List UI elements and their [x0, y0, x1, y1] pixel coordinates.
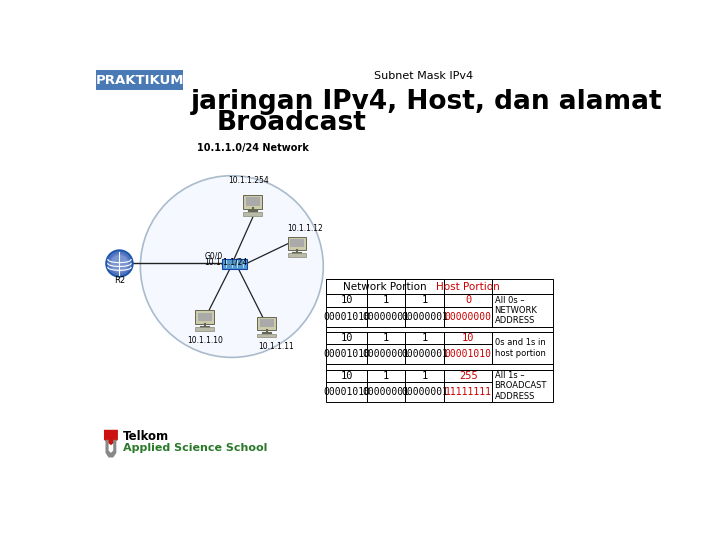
Text: jaringan IPv4, Host, dan alamat: jaringan IPv4, Host, dan alamat: [191, 89, 662, 115]
Text: 10.1.1.11: 10.1.1.11: [258, 342, 294, 351]
Text: 00001010: 00001010: [323, 312, 370, 322]
Text: 255: 255: [459, 371, 477, 381]
Text: Broadcast: Broadcast: [217, 110, 366, 136]
Text: 00000001: 00000001: [363, 349, 410, 359]
Text: 10.1.1.1/24: 10.1.1.1/24: [204, 258, 248, 266]
FancyBboxPatch shape: [290, 239, 304, 247]
FancyBboxPatch shape: [243, 195, 262, 209]
Text: 1: 1: [383, 333, 390, 343]
Text: 10.1.1.0/24 Network: 10.1.1.0/24 Network: [197, 143, 309, 153]
Polygon shape: [104, 430, 118, 445]
Text: 10.1.1.254: 10.1.1.254: [228, 176, 269, 185]
Text: 11111111: 11111111: [445, 387, 492, 397]
Text: Telkom: Telkom: [122, 430, 168, 443]
Text: R2: R2: [114, 276, 125, 285]
Text: 00000001: 00000001: [363, 312, 410, 322]
Text: All 1s –
BROADCAST
ADDRESS: All 1s – BROADCAST ADDRESS: [495, 371, 547, 401]
FancyBboxPatch shape: [195, 310, 214, 325]
Text: 1: 1: [422, 371, 428, 381]
Text: 10.1.1.10: 10.1.1.10: [186, 336, 222, 345]
Circle shape: [111, 255, 128, 272]
FancyBboxPatch shape: [222, 259, 246, 269]
FancyBboxPatch shape: [326, 327, 553, 332]
Text: Applied Science School: Applied Science School: [122, 443, 267, 453]
FancyBboxPatch shape: [243, 212, 262, 215]
FancyBboxPatch shape: [287, 237, 306, 251]
Text: 10: 10: [341, 333, 353, 343]
Text: 00000000: 00000000: [445, 312, 492, 322]
FancyBboxPatch shape: [258, 316, 276, 330]
Text: Network Portion: Network Portion: [343, 281, 427, 292]
Circle shape: [107, 251, 132, 276]
Circle shape: [108, 252, 131, 275]
Text: 00001010: 00001010: [445, 349, 492, 359]
FancyBboxPatch shape: [195, 327, 214, 331]
Text: 10: 10: [341, 371, 353, 381]
Text: 0: 0: [465, 295, 472, 306]
Circle shape: [109, 253, 130, 273]
Text: 0s and 1s in
host portion: 0s and 1s in host portion: [495, 339, 546, 358]
Text: 00000001: 00000001: [401, 387, 449, 397]
Text: 00001010: 00001010: [323, 349, 370, 359]
FancyBboxPatch shape: [326, 364, 553, 370]
Text: 1: 1: [422, 333, 428, 343]
Text: 1: 1: [422, 295, 428, 306]
Text: All 0s –
NETWORK
ADDRESS: All 0s – NETWORK ADDRESS: [495, 295, 537, 325]
FancyBboxPatch shape: [260, 319, 274, 327]
Text: 00000001: 00000001: [401, 349, 449, 359]
Text: Host Portion: Host Portion: [436, 281, 500, 292]
FancyBboxPatch shape: [246, 197, 260, 206]
FancyBboxPatch shape: [258, 334, 276, 338]
Text: 10.1.1.12: 10.1.1.12: [287, 224, 323, 233]
Text: G0/0: G0/0: [204, 251, 223, 260]
Text: 10: 10: [462, 333, 474, 343]
Text: 00001010: 00001010: [323, 387, 370, 397]
FancyBboxPatch shape: [287, 253, 306, 257]
Text: PRAKTIKUM: PRAKTIKUM: [95, 73, 184, 87]
Ellipse shape: [140, 176, 323, 357]
Text: 1: 1: [383, 371, 390, 381]
Text: 1: 1: [383, 295, 390, 306]
FancyBboxPatch shape: [198, 313, 212, 321]
Text: 00000001: 00000001: [363, 387, 410, 397]
Text: 10: 10: [341, 295, 353, 306]
Polygon shape: [106, 440, 117, 457]
Text: Subnet Mask IPv4: Subnet Mask IPv4: [374, 71, 473, 80]
FancyBboxPatch shape: [96, 70, 183, 90]
Text: 00000001: 00000001: [401, 312, 449, 322]
